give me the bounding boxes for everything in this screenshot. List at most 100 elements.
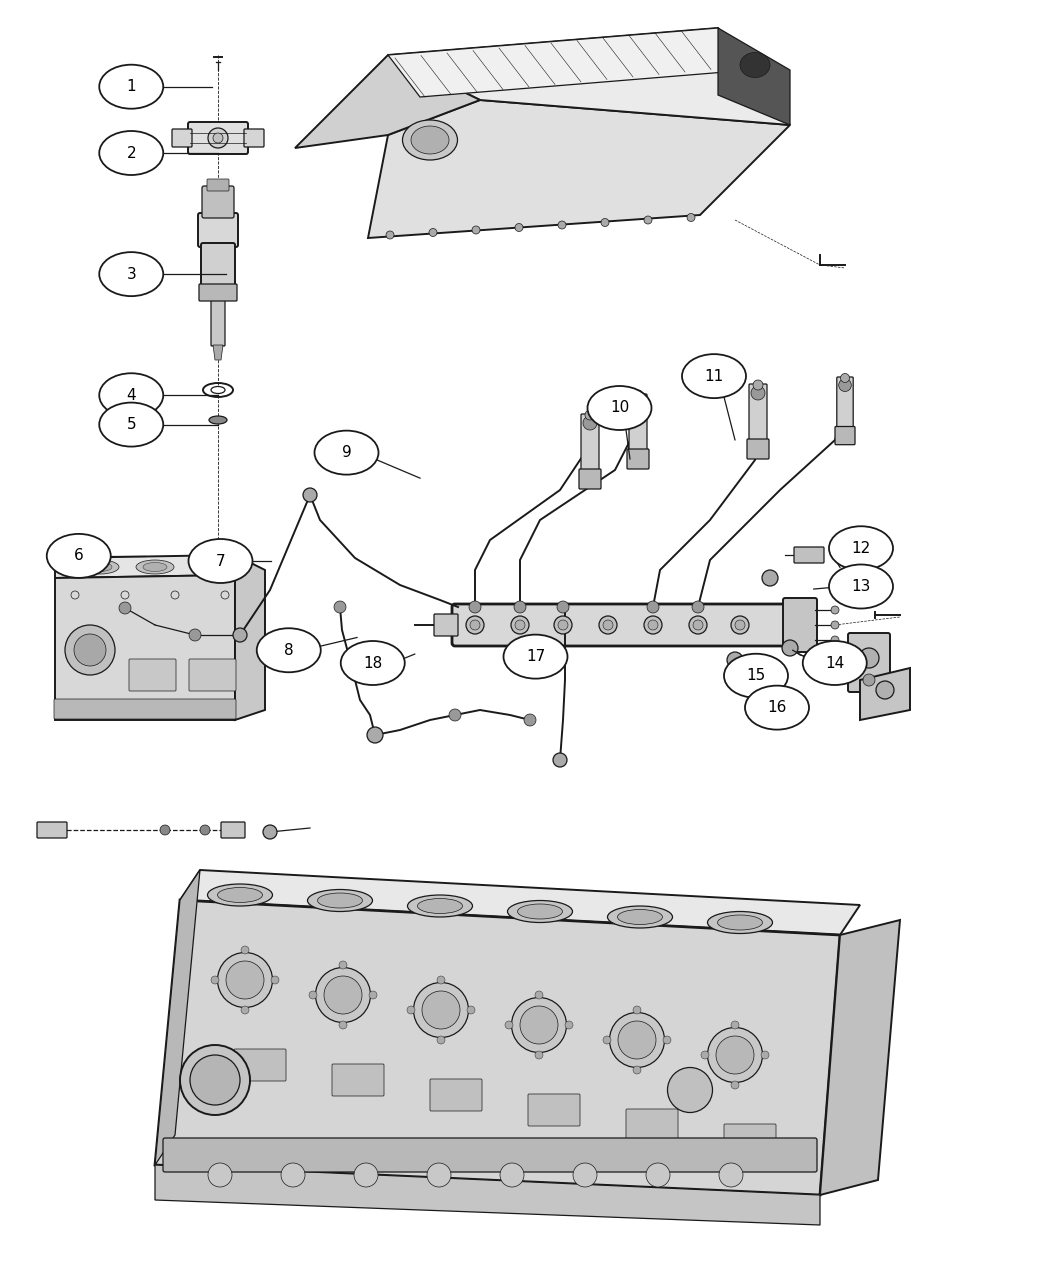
Circle shape	[242, 946, 249, 954]
Polygon shape	[213, 346, 223, 360]
Ellipse shape	[217, 952, 273, 1007]
Polygon shape	[388, 28, 750, 97]
Ellipse shape	[588, 386, 651, 430]
FancyBboxPatch shape	[528, 1094, 580, 1126]
Ellipse shape	[608, 907, 672, 928]
Circle shape	[831, 621, 839, 629]
Circle shape	[556, 601, 569, 613]
Circle shape	[466, 616, 484, 634]
Text: 10: 10	[610, 400, 629, 416]
Ellipse shape	[88, 562, 112, 571]
Ellipse shape	[47, 534, 110, 578]
Ellipse shape	[315, 968, 371, 1023]
Polygon shape	[860, 668, 910, 720]
Text: 6: 6	[74, 548, 84, 564]
Ellipse shape	[341, 641, 404, 685]
Ellipse shape	[682, 354, 745, 398]
Polygon shape	[180, 870, 860, 935]
Circle shape	[558, 620, 568, 630]
Ellipse shape	[830, 565, 892, 608]
FancyBboxPatch shape	[749, 384, 766, 441]
Ellipse shape	[402, 120, 458, 159]
Circle shape	[693, 620, 704, 630]
Circle shape	[119, 602, 131, 615]
Circle shape	[339, 961, 347, 969]
Text: 2: 2	[126, 145, 136, 161]
Circle shape	[200, 825, 210, 835]
Ellipse shape	[740, 52, 770, 78]
Circle shape	[211, 975, 219, 984]
Ellipse shape	[511, 997, 567, 1052]
Text: 5: 5	[126, 417, 136, 432]
FancyBboxPatch shape	[794, 547, 824, 564]
Ellipse shape	[708, 1028, 762, 1082]
Circle shape	[368, 727, 383, 743]
FancyBboxPatch shape	[211, 300, 225, 346]
Circle shape	[633, 1066, 640, 1074]
Circle shape	[524, 714, 536, 725]
FancyBboxPatch shape	[234, 1049, 286, 1081]
FancyBboxPatch shape	[783, 598, 817, 652]
Ellipse shape	[180, 1046, 250, 1116]
Ellipse shape	[100, 403, 163, 446]
Text: 18: 18	[363, 655, 382, 671]
Ellipse shape	[668, 1067, 713, 1113]
Text: 7: 7	[215, 553, 226, 569]
Circle shape	[467, 1006, 475, 1014]
Ellipse shape	[724, 654, 788, 697]
Circle shape	[437, 975, 445, 984]
FancyBboxPatch shape	[627, 449, 649, 469]
FancyBboxPatch shape	[626, 1109, 678, 1141]
FancyBboxPatch shape	[200, 284, 237, 301]
Circle shape	[601, 218, 609, 227]
Circle shape	[514, 601, 526, 613]
Circle shape	[583, 416, 597, 430]
Text: 8: 8	[284, 643, 294, 658]
FancyBboxPatch shape	[724, 1125, 776, 1156]
Ellipse shape	[315, 431, 378, 474]
FancyBboxPatch shape	[452, 604, 788, 646]
FancyBboxPatch shape	[430, 1079, 482, 1111]
Circle shape	[687, 213, 695, 222]
Circle shape	[429, 228, 437, 236]
Circle shape	[585, 411, 595, 419]
Circle shape	[407, 1006, 415, 1014]
Circle shape	[511, 616, 529, 634]
Ellipse shape	[609, 1012, 665, 1067]
Circle shape	[343, 653, 357, 667]
Circle shape	[840, 374, 849, 382]
Circle shape	[831, 606, 839, 615]
Circle shape	[633, 390, 643, 400]
FancyBboxPatch shape	[198, 213, 238, 247]
Ellipse shape	[422, 991, 460, 1029]
Circle shape	[469, 601, 481, 613]
Circle shape	[648, 620, 658, 630]
Circle shape	[242, 1006, 249, 1014]
Ellipse shape	[617, 909, 663, 924]
Circle shape	[603, 1037, 611, 1044]
Circle shape	[303, 488, 317, 502]
FancyBboxPatch shape	[189, 659, 236, 691]
Circle shape	[369, 991, 377, 1000]
Ellipse shape	[209, 416, 227, 425]
Circle shape	[386, 231, 394, 238]
Circle shape	[644, 616, 662, 634]
Circle shape	[731, 1021, 739, 1029]
Text: 17: 17	[526, 649, 545, 664]
FancyBboxPatch shape	[163, 1139, 817, 1172]
Text: 15: 15	[747, 668, 765, 683]
Text: 11: 11	[705, 368, 723, 384]
FancyBboxPatch shape	[220, 822, 245, 838]
Circle shape	[631, 397, 645, 411]
Circle shape	[633, 1006, 640, 1014]
Circle shape	[565, 1021, 573, 1029]
Circle shape	[233, 629, 247, 643]
Circle shape	[339, 1021, 347, 1029]
Ellipse shape	[414, 983, 468, 1038]
Circle shape	[189, 629, 201, 641]
Ellipse shape	[518, 904, 563, 919]
Ellipse shape	[65, 625, 116, 674]
Circle shape	[603, 620, 613, 630]
Text: 12: 12	[852, 541, 870, 556]
Ellipse shape	[198, 562, 222, 571]
